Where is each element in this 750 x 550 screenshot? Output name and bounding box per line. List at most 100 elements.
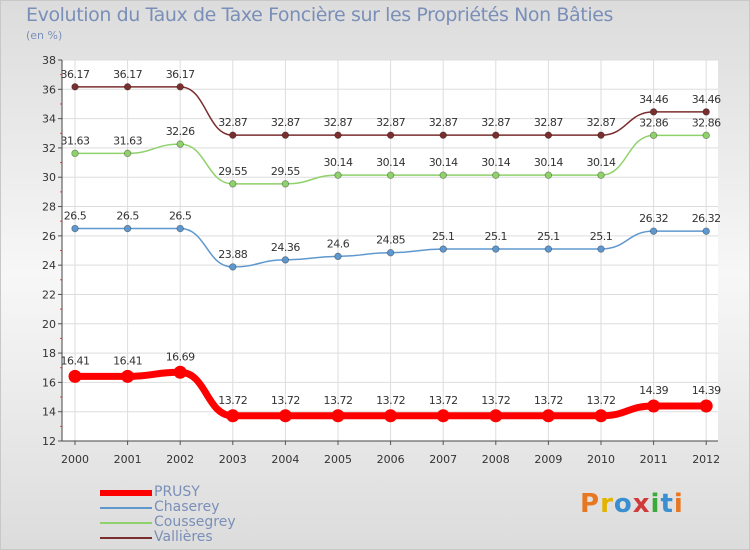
data-label-coussegrey: 32.26: [166, 125, 195, 138]
legend-swatch-chaserey: [100, 507, 152, 509]
data-label-chaserey: 23.88: [218, 248, 247, 261]
y-tick-label: 24: [42, 259, 56, 272]
data-point-valli-res: [334, 131, 342, 139]
data-point-valli-res: [281, 131, 290, 139]
data-point-chaserey: [229, 263, 237, 271]
data-point-prusy: [384, 409, 398, 423]
data-label-chaserey: 24.36: [271, 241, 300, 254]
data-label-coussegrey: 30.14: [587, 156, 616, 169]
data-label-prusy: 16.69: [166, 350, 195, 363]
y-tick-label: 34: [42, 113, 56, 126]
y-tick-label: 30: [42, 171, 56, 184]
y-tick-label: 28: [42, 201, 56, 214]
data-point-coussegrey: [492, 171, 500, 179]
x-tick-label: 2003: [219, 453, 247, 466]
data-point-chaserey: [544, 245, 553, 253]
data-label-coussegrey: 29.55: [271, 165, 300, 178]
data-label-chaserey: 25.1: [590, 230, 613, 243]
data-point-chaserey: [492, 245, 500, 253]
x-tick-label: 2011: [640, 453, 668, 466]
data-point-coussegrey: [386, 171, 395, 179]
data-label-coussegrey: 31.63: [61, 134, 90, 147]
data-point-chaserey: [123, 224, 132, 233]
legend-label: PRUSY: [154, 484, 200, 500]
data-label-chaserey: 25.1: [537, 230, 560, 243]
data-point-coussegrey: [597, 171, 605, 179]
data-label-valli-res: 32.87: [271, 116, 300, 129]
data-label-chaserey: 26.32: [639, 212, 668, 225]
data-point-chaserey: [71, 224, 79, 233]
data-point-prusy: [489, 409, 503, 423]
data-point-prusy: [594, 409, 608, 423]
data-label-valli-res: 32.87: [587, 116, 616, 129]
data-label-coussegrey: 30.14: [481, 156, 510, 169]
data-label-coussegrey: 30.14: [376, 156, 405, 169]
data-point-prusy: [699, 399, 713, 413]
data-label-coussegrey: 30.14: [429, 156, 458, 169]
data-point-valli-res: [229, 131, 237, 139]
data-label-valli-res: 32.87: [324, 116, 353, 129]
data-label-prusy: 13.72: [376, 394, 405, 407]
data-point-valli-res: [649, 108, 658, 116]
data-point-chaserey: [386, 248, 395, 257]
chart-subtitle: (en %): [26, 29, 63, 42]
data-label-coussegrey: 32.86: [692, 116, 721, 129]
data-label-valli-res: 34.46: [639, 93, 668, 106]
data-label-prusy: 13.72: [429, 394, 458, 407]
data-point-valli-res: [71, 83, 79, 91]
data-label-coussegrey: 31.63: [113, 134, 142, 147]
y-tick-label: 14: [42, 406, 56, 419]
data-point-prusy: [173, 365, 187, 379]
data-label-coussegrey: 29.55: [218, 165, 247, 178]
logo-letter: i: [673, 489, 684, 519]
data-point-prusy: [647, 399, 661, 413]
chart-title: Evolution du Taux de Taxe Foncière sur l…: [26, 4, 614, 26]
legend-label: Chaserey: [154, 499, 220, 515]
y-tick-label: 16: [42, 376, 56, 389]
data-point-coussegrey: [123, 149, 132, 158]
data-label-valli-res: 32.87: [429, 116, 458, 129]
data-label-coussegrey: 30.14: [534, 156, 563, 169]
data-point-valli-res: [492, 131, 500, 139]
legend-label: Coussegrey: [154, 514, 236, 530]
data-point-prusy: [436, 409, 450, 423]
data-point-valli-res: [439, 131, 447, 139]
logo-letter: o: [613, 489, 633, 519]
data-point-chaserey: [281, 256, 290, 264]
x-tick-label: 2001: [114, 453, 142, 466]
data-label-valli-res: 36.17: [61, 68, 90, 81]
legend-item-vallieres: Vallières: [100, 529, 300, 546]
data-point-coussegrey: [334, 171, 342, 179]
data-label-chaserey: 24.6: [327, 237, 350, 250]
data-label-chaserey: 26.5: [169, 210, 192, 223]
y-tick-label: 26: [42, 230, 56, 243]
data-label-prusy: 13.72: [218, 394, 247, 407]
data-label-chaserey: 25.1: [432, 230, 455, 243]
logo-letter: x: [632, 489, 651, 519]
data-label-coussegrey: 30.14: [324, 156, 353, 169]
data-point-valli-res: [544, 131, 553, 139]
logo-letter: r: [600, 489, 614, 519]
data-label-valli-res: 32.87: [481, 116, 510, 129]
legend-swatch-coussegrey: [100, 522, 152, 524]
x-tick-label: 2009: [534, 453, 562, 466]
data-point-coussegrey: [439, 171, 447, 179]
data-point-prusy: [121, 369, 135, 383]
legend-item-chaserey: Chaserey: [100, 499, 300, 516]
data-label-prusy: 13.72: [534, 394, 563, 407]
data-point-prusy: [331, 409, 345, 423]
data-point-prusy: [541, 409, 555, 423]
legend-swatch-prusy: [100, 490, 152, 496]
data-point-chaserey: [649, 227, 658, 235]
data-label-chaserey: 26.32: [692, 212, 721, 225]
x-tick-label: 2004: [271, 453, 299, 466]
x-tick-label: 2008: [482, 453, 510, 466]
data-label-prusy: 14.39: [692, 384, 721, 397]
data-point-prusy: [278, 409, 292, 423]
data-point-coussegrey: [229, 180, 237, 188]
data-point-valli-res: [123, 83, 132, 91]
data-label-valli-res: 36.17: [166, 68, 195, 81]
legend-item-coussegrey: Coussegrey: [100, 514, 300, 531]
data-label-chaserey: 26.5: [116, 210, 139, 223]
